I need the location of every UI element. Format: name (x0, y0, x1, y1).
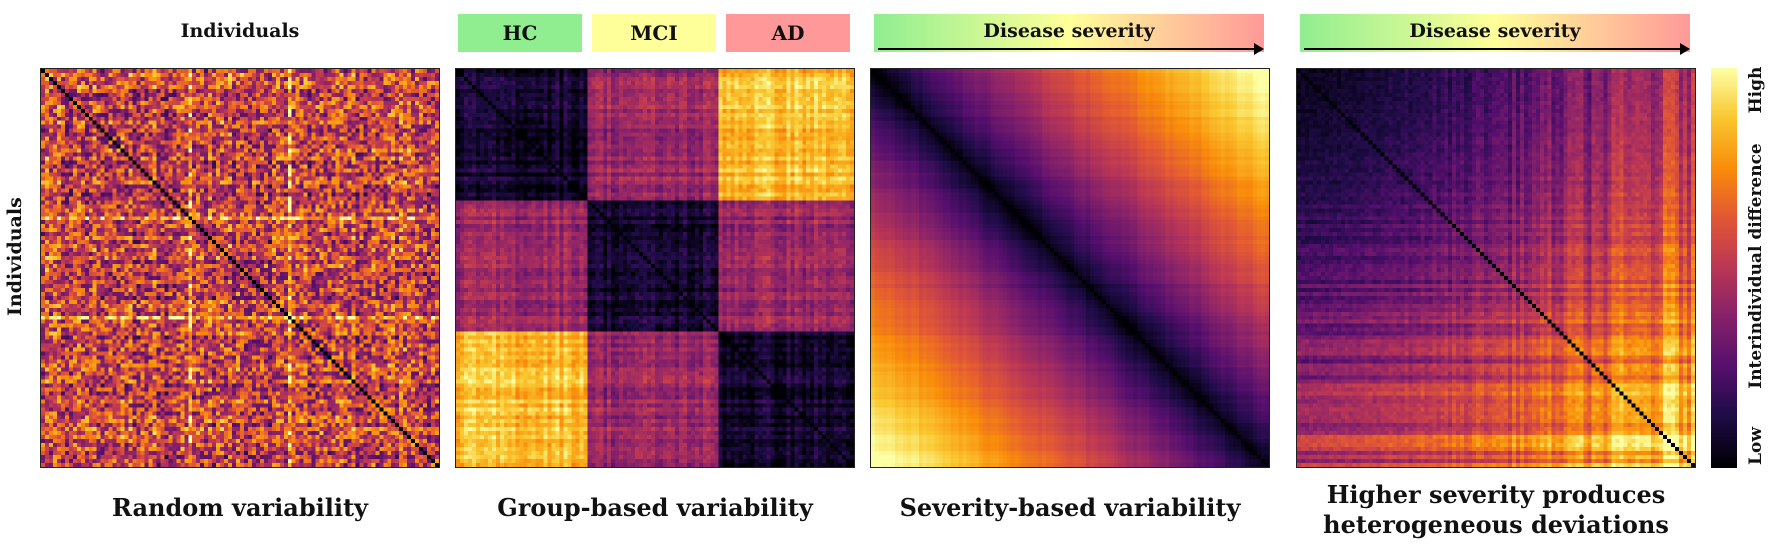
caption-heterogeneous-line1: Higher severity produces (1326, 480, 1666, 509)
caption-heterogeneous-line2: heterogeneous deviations (1323, 510, 1669, 539)
severity-bar-2: Disease severity (1300, 14, 1690, 55)
severity-variability-matrix (870, 68, 1270, 468)
severity-label-2: Disease severity (1409, 20, 1581, 42)
caption-heterogeneous: Higher severity produces heterogeneous d… (1296, 480, 1696, 540)
group-label-ad: AD (771, 21, 805, 45)
colorbar-high-label: High (1746, 66, 1766, 114)
group-box-hc: HC (458, 14, 582, 52)
severity-arrow-1 (878, 43, 1264, 55)
severity-bar-1: Disease severity (874, 14, 1264, 55)
random-variability-matrix (40, 68, 440, 468)
group-variability-matrix (455, 68, 855, 468)
heterogeneous-deviation-matrix (1296, 68, 1696, 468)
group-box-ad: AD (726, 14, 850, 52)
caption-group: Group-based variability (497, 493, 813, 522)
caption-severity: Severity-based variability (899, 493, 1241, 522)
severity-arrow-2 (1304, 43, 1690, 55)
colorbar-title: Interindividual difference (1746, 143, 1766, 389)
severity-label-1: Disease severity (983, 20, 1155, 42)
individuals-axis-label-left: Individuals (4, 197, 26, 316)
group-label-hc: HC (502, 21, 538, 45)
group-box-mci: MCI (592, 14, 716, 52)
group-label-mci: MCI (630, 21, 678, 45)
individuals-axis-label-top: Individuals (180, 20, 300, 42)
caption-random: Random variability (111, 493, 368, 522)
colorbar (1711, 68, 1737, 468)
colorbar-low-label: Low (1746, 427, 1766, 465)
